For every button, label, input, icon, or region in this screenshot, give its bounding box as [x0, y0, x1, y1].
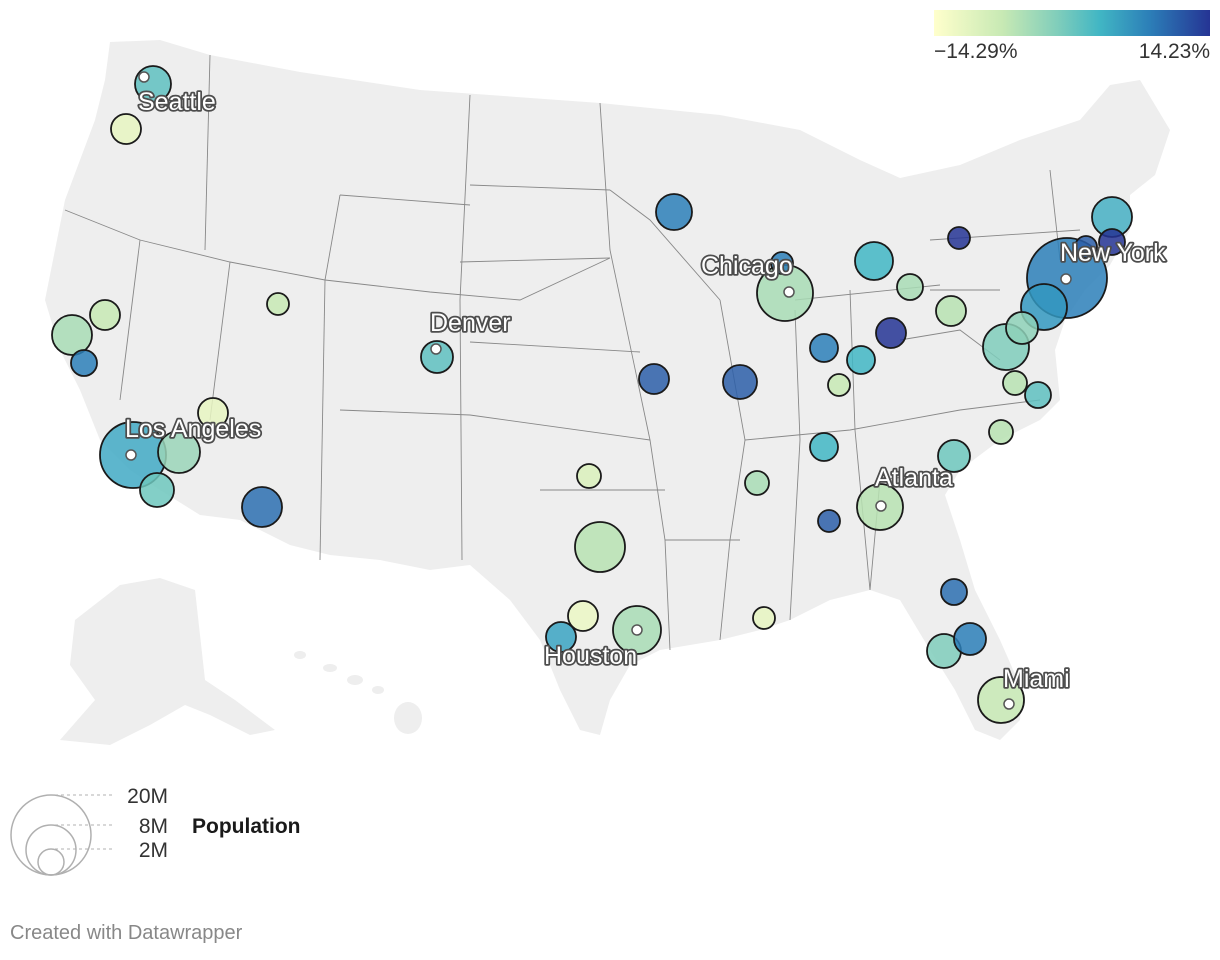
city-bubble — [977, 676, 1025, 724]
city-bubble — [770, 251, 794, 275]
label-denver: Denver — [430, 309, 511, 337]
city-bubble — [947, 226, 971, 250]
size-legend-circle-small — [37, 848, 65, 876]
size-legend-circle-medium — [25, 824, 77, 876]
footer-credit: Created with Datawrapper — [10, 922, 243, 944]
city-marker — [783, 286, 795, 298]
label-atlanta: Atlanta — [875, 464, 953, 492]
city-bubble — [896, 273, 924, 301]
city-bubble — [722, 364, 758, 400]
city-bubble — [576, 463, 602, 489]
label-miami: Miami — [1003, 665, 1070, 693]
size-legend-circle-large — [10, 794, 92, 876]
city-bubble — [1074, 235, 1098, 259]
size-legend-2m: 2M — [139, 839, 168, 862]
city-bubble — [51, 314, 93, 356]
city-marker — [138, 71, 150, 83]
label-chicago: Chicago — [701, 252, 793, 280]
city-bubble — [744, 470, 770, 496]
size-legend-title: Population — [192, 815, 301, 838]
city-bubble — [937, 439, 971, 473]
city-bubble — [988, 419, 1014, 445]
city-bubble — [1002, 370, 1028, 396]
city-bubble — [638, 363, 670, 395]
city-bubble — [70, 349, 98, 377]
size-legend: 20M 8M 2M — [10, 785, 168, 876]
city-bubble — [139, 472, 175, 508]
city-bubble — [935, 295, 967, 327]
color-legend: −14.29% 14.23% — [934, 10, 1210, 63]
city-marker — [875, 500, 887, 512]
city-bubble — [1098, 228, 1126, 256]
city-bubble — [809, 432, 839, 462]
city-bubble — [827, 373, 851, 397]
city-marker — [631, 624, 643, 636]
city-bubble — [953, 622, 987, 656]
city-bubble — [752, 606, 776, 630]
label-houston: Houston — [544, 642, 637, 670]
city-marker — [1060, 273, 1072, 285]
color-scale-bar — [934, 10, 1210, 36]
city-marker — [430, 343, 442, 355]
label-new-york: New York — [1060, 239, 1166, 267]
city-bubble — [875, 317, 907, 349]
label-seattle: Seattle — [138, 88, 216, 116]
city-markers — [125, 71, 1072, 710]
color-legend-min: −14.29% — [934, 40, 1018, 63]
state-borders — [64, 54, 1081, 651]
city-bubble — [420, 340, 454, 374]
hawaii — [294, 651, 422, 734]
city-bubble — [266, 292, 290, 316]
label-los-angeles: Los Angeles — [125, 415, 261, 443]
city-bubble — [809, 333, 839, 363]
city-bubble — [89, 299, 121, 331]
size-legend-20m: 20M — [127, 785, 168, 808]
city-bubble — [1024, 381, 1052, 409]
city-bubble — [241, 486, 283, 528]
city-bubble — [817, 509, 841, 533]
city-marker — [125, 449, 137, 461]
city-bubble — [655, 193, 693, 231]
city-bubble — [545, 621, 577, 653]
city-bubble — [1005, 311, 1039, 345]
city-marker — [1003, 698, 1015, 710]
city-bubble — [197, 397, 229, 429]
city-bubble — [567, 600, 599, 632]
alaska — [60, 578, 275, 745]
size-legend-8m: 8M — [139, 815, 168, 838]
color-legend-max: 14.23% — [1138, 40, 1210, 63]
city-bubble — [110, 113, 142, 145]
city-bubble — [854, 241, 894, 281]
city-bubble — [157, 430, 201, 474]
city-bubble — [846, 345, 876, 375]
city-bubble — [574, 521, 626, 573]
city-bubbles — [51, 65, 1133, 724]
us-landmass — [45, 40, 1170, 740]
city-bubble — [940, 578, 968, 606]
